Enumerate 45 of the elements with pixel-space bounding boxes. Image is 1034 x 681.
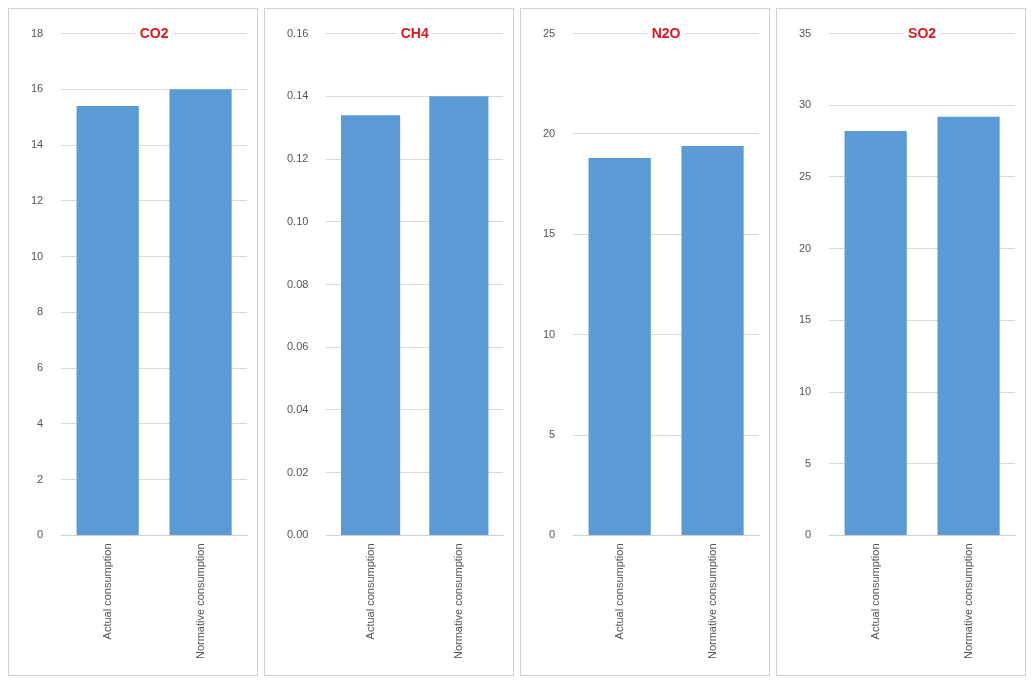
chart-title: SO2 — [908, 25, 937, 42]
x-tick-label: Normative consumption — [961, 543, 974, 660]
y-tick-label: 6 — [37, 361, 44, 374]
y-tick-label: 4 — [37, 416, 44, 429]
y-tick-label: 25 — [798, 170, 812, 183]
y-tick-label: 0.14 — [286, 89, 309, 102]
y-tick-label: 0.10 — [286, 214, 309, 227]
y-tick-label: 12 — [30, 193, 44, 206]
x-tick-label: Actual consumption — [868, 543, 881, 640]
x-tick-label: Normative consumption — [705, 543, 718, 660]
y-tick-label: 10 — [30, 249, 44, 262]
y-tick-label: 5 — [805, 456, 812, 469]
x-tick-label: Normative consumption — [193, 543, 206, 660]
y-tick-label: 20 — [798, 241, 812, 254]
y-tick-label: 0.16 — [286, 26, 309, 39]
y-tick-label: 14 — [30, 138, 44, 151]
x-tick-label: Normative consumption — [451, 543, 464, 660]
y-tick-label: 20 — [542, 127, 556, 139]
y-tick-label: 25 — [542, 26, 556, 39]
y-tick-label: 10 — [542, 327, 556, 340]
y-tick-label: 8 — [37, 305, 44, 318]
y-tick-label: 0.02 — [286, 465, 309, 478]
y-tick-label: 16 — [30, 82, 44, 95]
x-tick-label: Actual consumption — [612, 543, 625, 640]
y-tick-label: 0.06 — [286, 340, 309, 353]
y-tick-label: 0.04 — [286, 403, 309, 416]
y-tick-label: 0.12 — [286, 152, 309, 165]
y-tick-label: 5 — [549, 428, 556, 441]
x-tick-label: Actual consumption — [363, 543, 376, 640]
y-tick-label: 0 — [549, 528, 556, 541]
x-tick-label: Actual consumption — [100, 543, 113, 640]
y-tick-label: 10 — [798, 385, 812, 398]
y-tick-label: 15 — [798, 313, 812, 326]
y-tick-label: 30 — [798, 98, 812, 111]
chart-title: N2O — [651, 25, 681, 42]
y-tick-label: 0.08 — [286, 277, 309, 290]
y-tick-label: 15 — [542, 227, 556, 240]
chart-title: CH4 — [400, 25, 429, 42]
y-tick-label: 18 — [30, 26, 44, 39]
y-tick-label: 0 — [805, 528, 812, 541]
y-tick-label: 0 — [37, 528, 44, 541]
y-tick-label: 35 — [798, 26, 812, 39]
y-tick-label: 2 — [37, 472, 44, 485]
chart-title: CO2 — [139, 25, 169, 42]
y-tick-label: 0.00 — [286, 528, 309, 541]
